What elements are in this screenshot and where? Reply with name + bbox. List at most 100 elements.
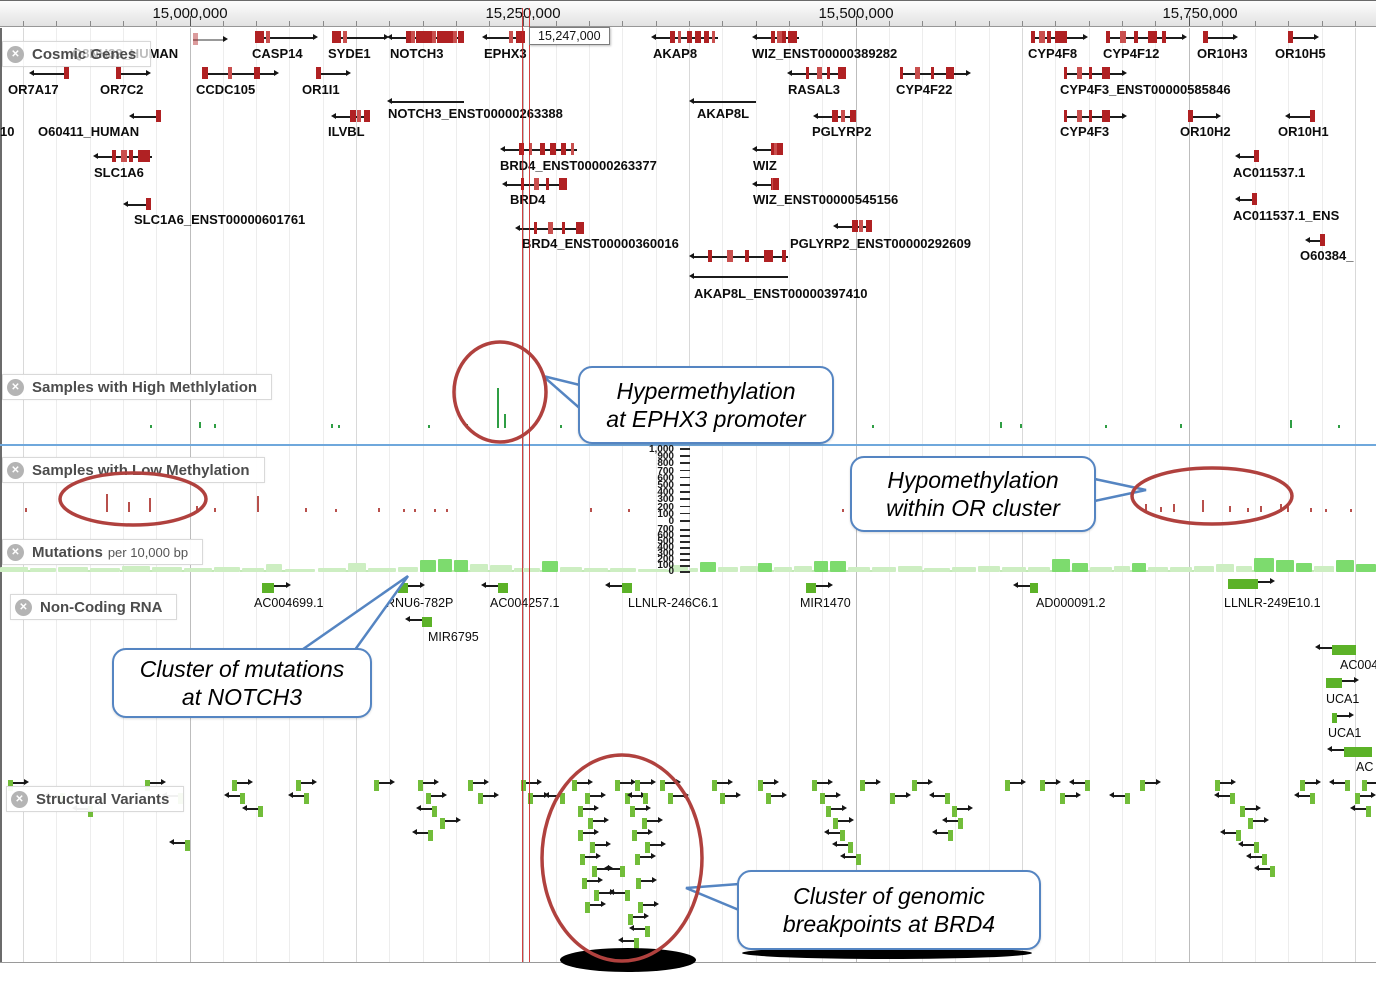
structural-variant-glyph[interactable]	[635, 854, 640, 865]
mutation-bar[interactable]	[285, 569, 315, 572]
mutation-bar[interactable]	[214, 567, 240, 572]
gene-glyph[interactable]	[1064, 116, 1122, 118]
structural-variant-glyph[interactable]	[1240, 806, 1245, 817]
mutation-bar[interactable]	[184, 568, 212, 572]
structural-variant-glyph[interactable]	[440, 818, 445, 829]
structural-variant-glyph[interactable]	[826, 806, 831, 817]
mutation-bar[interactable]	[610, 568, 636, 572]
structural-variant-glyph[interactable]	[478, 793, 483, 804]
structural-variant-glyph[interactable]	[594, 890, 599, 901]
structural-variant-glyph[interactable]	[1248, 818, 1253, 829]
structural-variant-glyph[interactable]	[833, 818, 838, 829]
structural-variant-glyph[interactable]	[820, 793, 825, 804]
structural-variant-glyph[interactable]	[588, 818, 593, 829]
close-track-icon[interactable]: ✕	[11, 790, 28, 808]
structural-variant-glyph[interactable]	[578, 830, 583, 841]
mutation-bar[interactable]	[514, 568, 540, 572]
structural-variant-glyph[interactable]	[1366, 806, 1371, 817]
structural-variant-glyph[interactable]	[304, 793, 309, 804]
ncrna-glyph[interactable]	[498, 583, 508, 593]
mutation-bar[interactable]	[848, 567, 870, 572]
structural-variant-glyph[interactable]	[645, 842, 650, 853]
ncrna-glyph[interactable]	[422, 617, 432, 627]
mutation-bar[interactable]	[368, 568, 396, 572]
structural-variant-glyph[interactable]	[952, 806, 957, 817]
mutation-bar[interactable]	[830, 561, 846, 572]
gene-glyph[interactable]	[757, 184, 779, 186]
mutation-bar[interactable]	[1132, 563, 1146, 572]
structural-variant-glyph[interactable]	[521, 780, 526, 791]
mutation-bar[interactable]	[420, 560, 436, 572]
structural-variant-glyph[interactable]	[848, 842, 853, 853]
mutation-bar[interactable]	[758, 563, 772, 572]
gene-glyph[interactable]	[1064, 73, 1122, 75]
mutation-bar[interactable]	[1296, 563, 1312, 572]
gene-glyph[interactable]	[255, 37, 313, 39]
mutation-bar[interactable]	[638, 569, 668, 572]
structural-variant-glyph[interactable]	[630, 806, 635, 817]
structural-variant-glyph[interactable]	[185, 840, 190, 851]
ncrna-glyph[interactable]	[806, 583, 816, 593]
structural-variant-glyph[interactable]	[636, 878, 641, 889]
track-label-mutations[interactable]: ✕ Mutations per 10,000 bp	[2, 539, 204, 565]
structural-variant-glyph[interactable]	[528, 793, 533, 804]
gene-glyph[interactable]	[128, 204, 150, 206]
close-track-icon[interactable]: ✕	[7, 45, 24, 63]
track-label-structural-variants[interactable]: ✕ Structural Variants	[6, 786, 185, 812]
close-track-icon[interactable]: ✕	[15, 598, 32, 616]
ncrna-glyph[interactable]	[262, 583, 274, 593]
mutation-bar[interactable]	[718, 567, 738, 572]
mutation-bar[interactable]	[1052, 559, 1070, 572]
structural-variant-glyph[interactable]	[582, 878, 587, 889]
structural-variant-glyph[interactable]	[560, 793, 565, 804]
mutation-bar[interactable]	[774, 567, 792, 572]
structural-variant-glyph[interactable]	[240, 793, 245, 804]
mutation-bar[interactable]	[0, 567, 28, 572]
mutation-bar[interactable]	[952, 567, 976, 572]
structural-variant-glyph[interactable]	[634, 938, 639, 949]
mutation-bar[interactable]	[90, 568, 120, 572]
structural-variant-glyph[interactable]	[720, 793, 725, 804]
structural-variant-glyph[interactable]	[945, 793, 950, 804]
mutation-bar[interactable]	[542, 561, 558, 572]
mutation-bar[interactable]	[690, 568, 698, 572]
mutation-bar[interactable]	[1148, 567, 1168, 572]
gene-glyph[interactable]	[202, 73, 274, 75]
structural-variant-glyph[interactable]	[432, 806, 437, 817]
mutation-bar[interactable]	[1194, 566, 1214, 572]
structural-variant-glyph[interactable]	[638, 902, 643, 913]
mutation-bar[interactable]	[1090, 567, 1112, 572]
mutation-bar[interactable]	[584, 568, 608, 572]
gene-glyph[interactable]	[694, 256, 788, 258]
gene-glyph[interactable]	[694, 101, 756, 103]
gene-glyph[interactable]	[1310, 240, 1324, 242]
mutation-bar[interactable]	[872, 567, 896, 572]
mutation-bar[interactable]	[1254, 558, 1274, 572]
structural-variant-glyph[interactable]	[1085, 780, 1090, 791]
mutation-bar[interactable]	[1170, 567, 1192, 572]
structural-variant-glyph[interactable]	[572, 780, 577, 791]
structural-variant-glyph[interactable]	[958, 818, 963, 829]
structural-variant-glyph[interactable]	[1262, 854, 1267, 865]
mutation-bar[interactable]	[242, 568, 264, 572]
structural-variant-glyph[interactable]	[428, 830, 433, 841]
track-label-high-methylation[interactable]: ✕ Samples with High Methlylation	[2, 374, 273, 400]
structural-variant-glyph[interactable]	[948, 830, 953, 841]
mutation-bar[interactable]	[814, 561, 828, 572]
structural-variant-glyph[interactable]	[585, 902, 590, 913]
structural-variant-glyph[interactable]	[468, 780, 473, 791]
structural-variant-glyph[interactable]	[1125, 793, 1130, 804]
gene-glyph[interactable]	[392, 101, 464, 103]
close-track-icon[interactable]: ✕	[7, 461, 24, 479]
ncrna-glyph[interactable]	[1030, 583, 1038, 593]
gene-glyph[interactable]	[1188, 116, 1216, 118]
structural-variant-glyph[interactable]	[578, 806, 583, 817]
structural-variant-glyph[interactable]	[1040, 780, 1045, 791]
mutation-bar[interactable]	[438, 559, 452, 572]
structural-variant-glyph[interactable]	[758, 780, 763, 791]
structural-variant-glyph[interactable]	[585, 793, 590, 804]
mutation-bar[interactable]	[794, 566, 812, 572]
structural-variant-glyph[interactable]	[374, 780, 379, 791]
mutation-bar[interactable]	[700, 562, 716, 572]
mutation-bar[interactable]	[1114, 566, 1130, 572]
